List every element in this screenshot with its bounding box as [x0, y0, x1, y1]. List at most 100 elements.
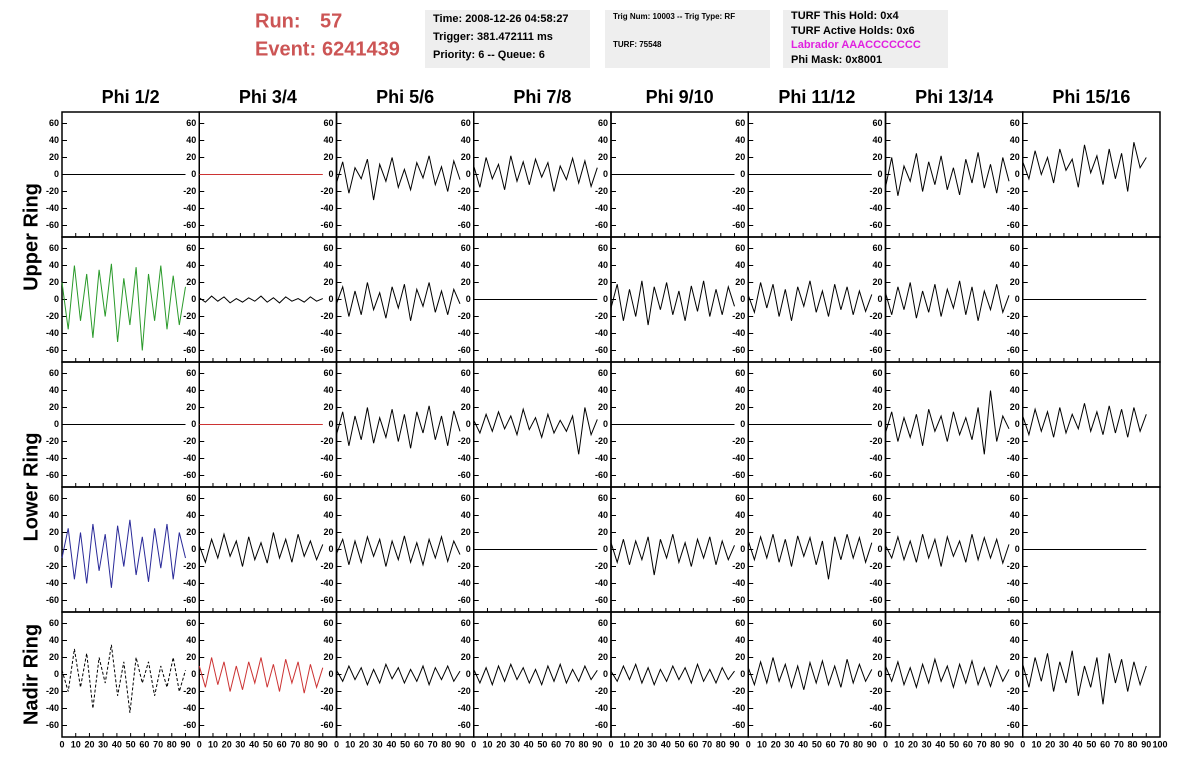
y-tick-label: -20 [458, 311, 471, 321]
y-tick-label: 60 [49, 618, 59, 628]
y-tick-label: -60 [46, 595, 59, 605]
y-tick-label: 0 [877, 669, 882, 679]
y-tick-label: 60 [186, 618, 196, 628]
priority: Priority: 6 -- Queue: 6 [433, 49, 545, 61]
y-tick-label: -20 [595, 186, 608, 196]
y-tick-label: 60 [186, 243, 196, 253]
labrador: Labrador AAACCCCCCC [791, 39, 921, 51]
y-tick-label: 0 [54, 169, 59, 179]
y-tick-label: 20 [735, 277, 745, 287]
waveform [1022, 403, 1147, 438]
y-tick-label: 40 [186, 135, 196, 145]
waveform [61, 519, 186, 588]
y-tick-label: -60 [869, 595, 882, 605]
waveform [885, 390, 1010, 455]
y-tick-label: 40 [461, 510, 471, 520]
y-tick-label: 0 [877, 294, 882, 304]
y-tick-label: -20 [732, 436, 745, 446]
y-tick-label: 60 [872, 118, 882, 128]
y-tick-label: -40 [869, 203, 882, 213]
y-tick-label: 20 [323, 527, 333, 537]
y-tick-label: -60 [595, 720, 608, 730]
y-tick-label: -40 [183, 703, 196, 713]
y-tick-label: -20 [183, 686, 196, 696]
y-tick-label: -60 [1007, 345, 1020, 355]
y-tick-label: 20 [1010, 527, 1020, 537]
x-tick-label: 30 [235, 739, 245, 749]
row-label: Lower Ring [20, 433, 42, 542]
y-tick-label: -60 [320, 220, 333, 230]
header: Run: 57 Event: 6241439 Time: 2008-12-26 … [255, 10, 948, 68]
y-tick-label: 20 [49, 402, 59, 412]
waveform [336, 282, 461, 321]
y-tick-label: 20 [49, 652, 59, 662]
y-tick-label: 40 [323, 135, 333, 145]
y-tick-label: 0 [1015, 544, 1020, 554]
y-tick-label: 20 [598, 652, 608, 662]
x-tick-label: 80 [990, 739, 1000, 749]
x-tick-label: 20 [908, 739, 918, 749]
y-tick-label: 60 [598, 118, 608, 128]
y-tick-label: 0 [191, 419, 196, 429]
waveform [1022, 650, 1147, 705]
waveform [336, 405, 461, 449]
y-tick-label: 0 [191, 544, 196, 554]
waveform [747, 534, 873, 580]
x-tick-label: 70 [977, 739, 987, 749]
y-tick-label: -40 [732, 578, 745, 588]
y-tick-label: -20 [183, 311, 196, 321]
y-tick-label: 0 [54, 294, 59, 304]
x-tick-label: 40 [524, 739, 534, 749]
x-tick-label: 70 [565, 739, 575, 749]
y-tick-label: 40 [872, 635, 882, 645]
x-tick-label: 50 [675, 739, 685, 749]
y-tick-label: 0 [740, 669, 745, 679]
x-tick-label: 90 [867, 739, 877, 749]
y-tick-label: -40 [46, 578, 59, 588]
y-tick-label: -40 [1007, 578, 1020, 588]
y-tick-label: -20 [1007, 686, 1020, 696]
y-tick-label: 20 [186, 527, 196, 537]
y-tick-label: 20 [872, 402, 882, 412]
y-tick-label: -20 [46, 186, 59, 196]
x-tick-label: 10 [208, 739, 218, 749]
waveform [610, 662, 735, 687]
y-tick-label: -60 [458, 720, 471, 730]
phi-mask: Phi Mask: 0x8001 [791, 54, 882, 66]
y-tick-label: 0 [466, 294, 471, 304]
x-tick-label: 40 [249, 739, 259, 749]
x-tick-label: 0 [59, 739, 64, 749]
x-tick-label: 40 [798, 739, 808, 749]
row-label: Upper Ring [20, 183, 42, 291]
x-tick-label: 50 [537, 739, 547, 749]
y-tick-label: 40 [323, 385, 333, 395]
trigger: Trigger: 381.472111 ms [433, 31, 553, 43]
y-tick-label: -20 [320, 186, 333, 196]
waveform [61, 644, 186, 713]
y-tick-label: 60 [323, 243, 333, 253]
y-tick-label: -20 [183, 436, 196, 446]
y-tick-label: 0 [740, 419, 745, 429]
y-tick-label: 20 [323, 652, 333, 662]
y-tick-label: 0 [328, 419, 333, 429]
panel-frame [884, 111, 1024, 238]
y-tick-label: 20 [461, 652, 471, 662]
column-title: Phi 5/6 [376, 87, 434, 107]
y-tick-label: 40 [872, 135, 882, 145]
y-tick-label: 40 [49, 385, 59, 395]
waveform [61, 263, 186, 351]
waveform [199, 295, 323, 304]
y-tick-label: -60 [1007, 470, 1020, 480]
x-tick-label: 60 [139, 739, 149, 749]
y-tick-label: 20 [872, 652, 882, 662]
y-tick-label: 40 [1010, 260, 1020, 270]
y-tick-label: 0 [328, 544, 333, 554]
x-tick-label: 90 [592, 739, 602, 749]
panel-frame [335, 611, 475, 738]
y-tick-label: -40 [320, 203, 333, 213]
y-tick-label: 0 [191, 169, 196, 179]
y-tick-label: -20 [869, 186, 882, 196]
y-tick-label: -40 [320, 578, 333, 588]
y-tick-label: -60 [595, 595, 608, 605]
y-tick-label: 20 [49, 277, 59, 287]
